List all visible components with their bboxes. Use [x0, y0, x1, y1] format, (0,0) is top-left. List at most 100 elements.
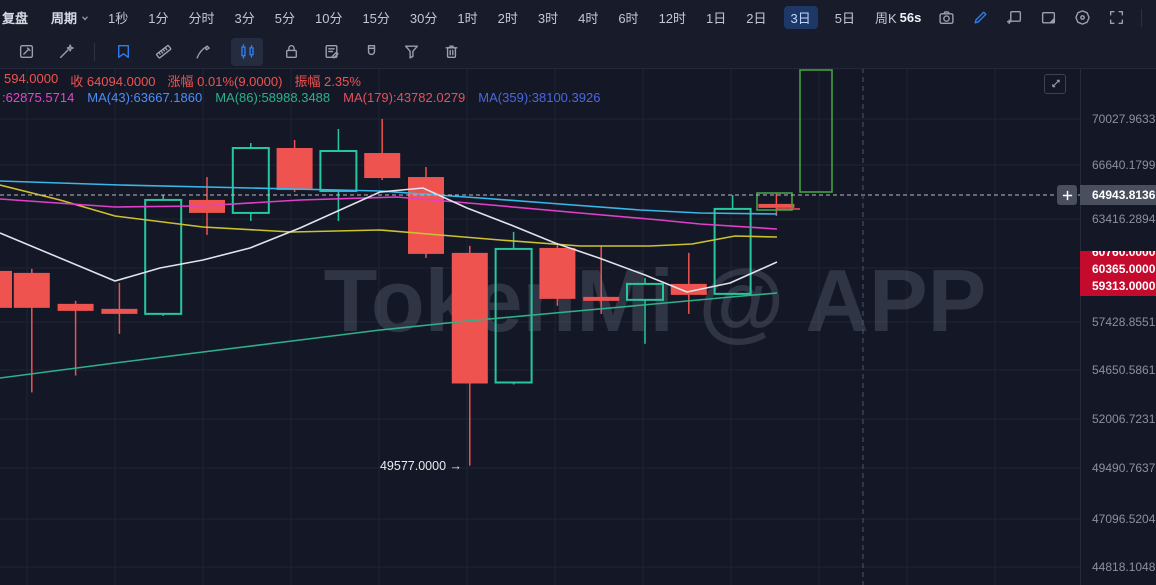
settings-icon[interactable]: [1072, 8, 1092, 28]
timeframe-item[interactable]: 6时: [618, 11, 639, 26]
timeframe-item[interactable]: 1秒: [108, 11, 129, 26]
timeframe-item[interactable]: 10分: [314, 11, 343, 26]
magnet-tool-icon[interactable]: [359, 40, 383, 64]
drawn-rectangle: [756, 192, 793, 211]
timeframe-item[interactable]: 5日: [834, 11, 855, 26]
camera-icon[interactable]: [936, 8, 956, 28]
timeframe-item[interactable]: 12时: [658, 11, 687, 26]
pencil-icon[interactable]: [970, 8, 990, 28]
timeframe-item[interactable]: 1时: [457, 11, 478, 26]
axis-price-label: 66640.1799: [1092, 158, 1156, 172]
candle-body-down: [670, 283, 707, 295]
candle-body-down: [583, 296, 620, 301]
filter-tool-icon[interactable]: [399, 40, 423, 64]
axis-price-label: 63416.2894: [1092, 212, 1156, 226]
ohlc-legend-item: 收 64094.0000: [70, 74, 156, 89]
timeframe-item[interactable]: 2时: [497, 11, 518, 26]
timeframe-item[interactable]: 3日: [783, 6, 818, 29]
ma-magenta: [0, 196, 778, 230]
ohlc-legend-item: 振幅 2.35%: [294, 74, 361, 89]
axis-price-label: 57428.8551: [1092, 315, 1156, 329]
timeframe-item[interactable]: 2日: [746, 11, 767, 26]
ma-cyan: [0, 180, 778, 215]
candle-body-up: [713, 207, 752, 295]
candle-body-down: [758, 203, 795, 208]
pen-tool-icon[interactable]: [191, 40, 215, 64]
ohlc-legend-item: 594.0000: [4, 71, 59, 86]
ma-slow-green: [0, 292, 778, 379]
ma-legend-item: MA(179):43782.0279: [343, 90, 466, 105]
chevron-down-icon: [82, 15, 88, 21]
candle-body-down: [539, 247, 576, 299]
candle-body-down: [451, 252, 488, 384]
alert-price-labels: 60760.0000 60365.0000 59313.0000: [1080, 251, 1156, 296]
candle-body-up: [319, 150, 358, 193]
candle-body-up: [144, 198, 183, 315]
candlestick-style-tool-icon[interactable]: [231, 37, 263, 66]
bookmark-tool-icon[interactable]: [111, 40, 135, 64]
ma-legend-item: MA(43):63667.1860: [87, 90, 203, 105]
alert-price-label: 59313.0000: [1092, 279, 1156, 293]
period-dropdown[interactable]: 周期: [51, 8, 90, 27]
snapshot-icon[interactable]: [1038, 8, 1058, 28]
drawn-rectangle: [799, 69, 833, 193]
candle-body-down: [57, 303, 94, 311]
candle-body-down: [364, 153, 401, 179]
ma-legend-item: :62875.5714: [2, 90, 75, 105]
candle-body-down: [13, 272, 50, 308]
timeframe-list: 1秒 1分 分时 3分 5分 10分 15分 30分 1时 2时 3时 4时 6时 12时 1日 2日 3日 5日…: [105, 6, 900, 29]
note-tool-icon[interactable]: [319, 40, 343, 64]
lock-tool-icon[interactable]: [279, 40, 303, 64]
axis-price-label: 54650.5861: [1092, 363, 1156, 377]
axis-price-label: 70027.9633: [1092, 112, 1156, 126]
toolbar-divider: [94, 42, 95, 61]
edit-box-tool-icon[interactable]: [14, 40, 38, 64]
candle-body-down: [276, 148, 313, 191]
add-panel-icon[interactable]: [1004, 8, 1024, 28]
candle-body-down: [101, 308, 138, 314]
candle-body-down: [189, 199, 225, 213]
candle-body-down: [0, 270, 12, 308]
ruler-tool-icon[interactable]: [151, 40, 175, 64]
timeframe-item[interactable]: 1分: [148, 11, 169, 26]
fullscreen-icon[interactable]: [1106, 8, 1126, 28]
axis-price-label: 52006.7231: [1092, 412, 1156, 426]
axis-price-label: 44818.1048: [1092, 560, 1156, 574]
timeframe-item[interactable]: 15分: [362, 11, 390, 26]
price-axis[interactable]: 64943.8136 60760.0000 60365.0000 59313.000…: [1080, 68, 1156, 585]
restore-chart-icon[interactable]: [1044, 74, 1066, 94]
price-annotation: 49577.0000 →: [379, 459, 462, 473]
timeframe-item[interactable]: 1日: [706, 11, 727, 26]
timeframe-item[interactable]: 3分: [234, 11, 255, 26]
timeframe-item[interactable]: 周K: [874, 11, 897, 26]
timeframe-item[interactable]: 3时: [537, 11, 559, 26]
ma-legend-item: MA(86):58988.3488: [215, 90, 331, 105]
axis-price-label: 49490.7637: [1092, 461, 1156, 475]
ma-white: [0, 187, 778, 293]
axis-price-label: 47096.5204: [1092, 512, 1156, 526]
ma-legend: :62875.5714 MA(43):63667.1860 MA(86):58988…: [2, 90, 600, 105]
drawing-toolbar: [0, 35, 1156, 69]
trash-tool-icon[interactable]: [439, 40, 463, 64]
price-axis-border: [1080, 68, 1081, 585]
ohlc-legend-item: 涨幅 0.01%(9.0000): [167, 74, 283, 89]
alert-price-label: 60365.0000: [1092, 262, 1156, 276]
replay-button[interactable]: 复盘: [2, 11, 29, 26]
candle-body-up: [626, 282, 664, 301]
timeframe-item[interactable]: 5分: [274, 11, 295, 26]
timeframe-item[interactable]: 4时: [578, 11, 599, 26]
ohlc-legend: 594.0000 收 64094.0000 涨幅 0.01%(9.0000) 振幅 2…: [4, 71, 361, 90]
ma-legend-item: MA(359):38100.3926: [478, 90, 601, 105]
timeframe-item[interactable]: 30分: [409, 11, 438, 26]
candle-countdown: 56s: [899, 10, 922, 25]
timeframe-item[interactable]: 分时: [188, 11, 215, 26]
candle-body-up: [231, 147, 270, 214]
top-toolbar: 复盘 周期 1秒 1分 分时 3分 5分 10分 15分 30分 1时 2时 3时 4时 6时 12时 1日…: [0, 0, 1156, 35]
ma-yellow: [0, 184, 778, 247]
wand-tool-icon[interactable]: [54, 40, 78, 64]
crosshair-plus-icon[interactable]: [1057, 185, 1077, 205]
crosshair-price-label: 64943.8136: [1080, 185, 1156, 205]
alert-price-partial: 60760.0000: [1092, 251, 1156, 259]
